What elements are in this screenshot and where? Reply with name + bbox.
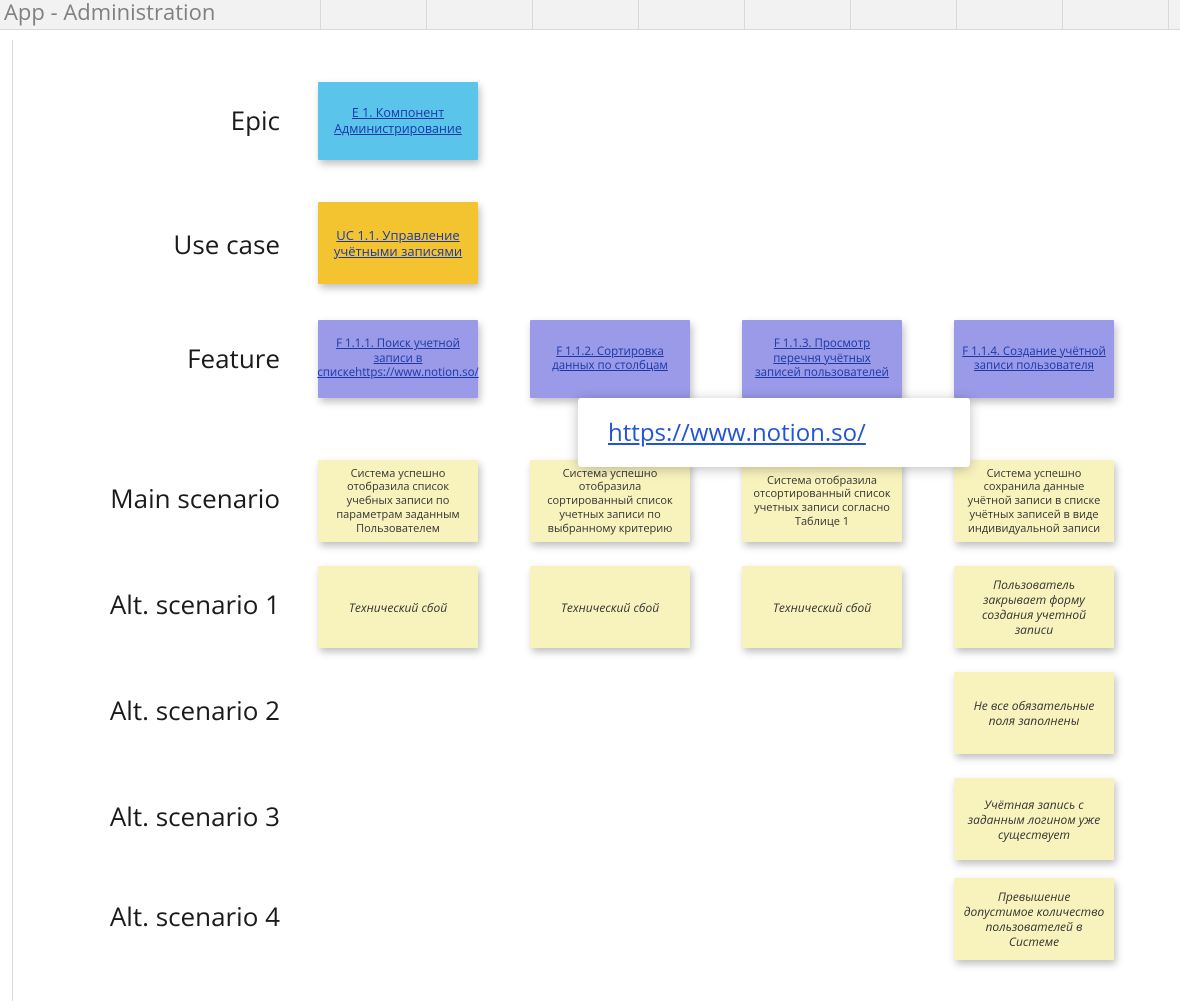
card-feature-4-link[interactable]: F 1.1.4. Создание учётной записи пользов…	[962, 345, 1106, 374]
card-alt1-2[interactable]: Технический сбой	[530, 566, 690, 648]
card-alt1-3-text: Технический сбой	[773, 600, 871, 615]
card-main-2-text: Система успешно отобразила сортированный…	[538, 467, 682, 536]
row-label-alt2: Alt. scenario 2	[40, 692, 280, 728]
card-feature-1[interactable]: F 1.1.1. Поиск учетной записи в спискеht…	[318, 320, 478, 398]
header-bar: App - Administration	[0, 0, 1180, 30]
row-label-feature: Feature	[40, 340, 280, 376]
card-usecase-link[interactable]: UC 1.1. Управление учётными записями	[326, 227, 470, 260]
card-main-4[interactable]: Система успешно сохранила данные учётной…	[954, 460, 1114, 542]
card-alt1-3[interactable]: Технический сбой	[742, 566, 902, 648]
link-tooltip: https://www.notion.so/	[578, 398, 970, 467]
row-label-main: Main scenario	[40, 480, 280, 516]
canvas-left-border	[12, 40, 13, 1001]
tooltip-link[interactable]: https://www.notion.so/	[608, 416, 866, 449]
card-alt1-4[interactable]: Пользователь закрывает форму создания уч…	[954, 566, 1114, 648]
card-main-1-text: Система успешно отобразила список учебны…	[326, 467, 470, 536]
card-feature-3-link[interactable]: F 1.1.3. Просмотр перечня учётных записе…	[750, 337, 894, 380]
card-feature-3[interactable]: F 1.1.3. Просмотр перечня учётных записе…	[742, 320, 902, 398]
card-alt1-2-text: Технический сбой	[561, 600, 659, 615]
header-gridlines	[0, 0, 1180, 30]
row-label-epic: Epic	[40, 102, 280, 138]
row-label-alt1: Alt. scenario 1	[40, 586, 280, 622]
card-main-1[interactable]: Система успешно отобразила список учебны…	[318, 460, 478, 542]
card-alt3-4-text: Учётная запись с заданным логином уже су…	[962, 797, 1106, 842]
card-epic[interactable]: E 1. Компонент Администрирование	[318, 82, 478, 160]
card-alt4-4-text: Превышение допустимое количество пользов…	[962, 889, 1106, 949]
card-epic-link[interactable]: E 1. Компонент Администрирование	[326, 105, 470, 136]
card-alt1-4-text: Пользователь закрывает форму создания уч…	[962, 577, 1106, 637]
card-feature-4[interactable]: F 1.1.4. Создание учётной записи пользов…	[954, 320, 1114, 398]
card-alt2-4[interactable]: Не все обязательные поля заполнены	[954, 672, 1114, 754]
card-feature-2-link[interactable]: F 1.1.2. Сортировка данных по столбцам	[538, 345, 682, 374]
card-alt1-1-text: Технический сбой	[349, 600, 447, 615]
card-main-3[interactable]: Система отобразила отсортированный списо…	[742, 460, 902, 542]
card-alt3-4[interactable]: Учётная запись с заданным логином уже су…	[954, 778, 1114, 860]
card-main-3-text: Система отобразила отсортированный списо…	[750, 474, 894, 529]
card-feature-1-link[interactable]: F 1.1.1. Поиск учетной записи в спискеht…	[317, 337, 478, 380]
card-main-4-text: Система успешно сохранила данные учётной…	[962, 467, 1106, 536]
card-alt1-1[interactable]: Технический сбой	[318, 566, 478, 648]
row-label-alt3: Alt. scenario 3	[40, 798, 280, 834]
card-main-2[interactable]: Система успешно отобразила сортированный…	[530, 460, 690, 542]
row-label-usecase: Use case	[40, 226, 280, 262]
card-alt2-4-text: Не все обязательные поля заполнены	[962, 698, 1106, 728]
card-usecase[interactable]: UC 1.1. Управление учётными записями	[318, 202, 478, 284]
row-label-alt4: Alt. scenario 4	[40, 898, 280, 934]
card-feature-2[interactable]: F 1.1.2. Сортировка данных по столбцам	[530, 320, 690, 398]
card-alt4-4[interactable]: Превышение допустимое количество пользов…	[954, 878, 1114, 960]
